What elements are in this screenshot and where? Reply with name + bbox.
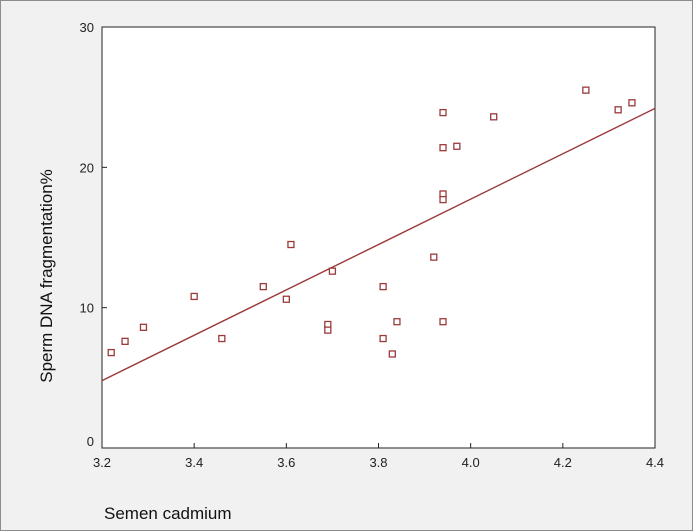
x-tick-label: 4.0 xyxy=(462,455,480,470)
regression-line-group xyxy=(101,107,656,382)
y-tick-label: 10 xyxy=(80,301,94,316)
data-point xyxy=(439,108,447,117)
x-tick-label: 3.8 xyxy=(369,455,387,470)
x-tick-label: 4.2 xyxy=(554,455,572,470)
x-tick-label: 4.4 xyxy=(646,455,664,470)
data-point xyxy=(379,334,387,343)
data-point xyxy=(139,323,148,331)
data-point xyxy=(379,282,387,291)
y-axis-ticks: 0 10 20 30 xyxy=(80,20,107,449)
data-point xyxy=(287,240,295,249)
data-point xyxy=(490,113,498,121)
data-point xyxy=(259,282,267,291)
y-tick-label: 30 xyxy=(80,20,94,35)
y-tick-label: 20 xyxy=(80,160,94,175)
data-point xyxy=(324,326,332,334)
data-point xyxy=(393,318,401,326)
x-tick-label: 3.4 xyxy=(185,455,203,470)
data-points xyxy=(107,86,636,358)
data-point xyxy=(628,99,636,107)
data-point xyxy=(328,267,337,275)
y-tick-label: 0 xyxy=(87,434,94,449)
data-point xyxy=(388,350,396,358)
x-axis-ticks: 3.2 3.4 3.6 3.8 4.0 4.2 4.4 xyxy=(93,443,664,470)
data-point xyxy=(218,334,226,343)
data-point xyxy=(439,318,447,326)
x-axis-title: Semen cadmium xyxy=(104,504,232,523)
x-tick-label: 3.6 xyxy=(277,455,295,470)
data-point xyxy=(453,142,461,150)
data-point xyxy=(614,106,622,114)
regression-line xyxy=(101,107,656,382)
data-point xyxy=(282,295,290,303)
data-point xyxy=(190,292,198,301)
data-point xyxy=(121,337,129,345)
data-point xyxy=(582,86,590,94)
plot-area xyxy=(101,26,656,449)
data-point xyxy=(439,144,447,152)
data-point xyxy=(439,195,447,204)
x-tick-label: 3.2 xyxy=(93,455,111,470)
data-point xyxy=(107,348,115,357)
y-axis-title: Sperm DNA fragmentation% xyxy=(37,169,56,383)
data-point xyxy=(430,253,438,261)
